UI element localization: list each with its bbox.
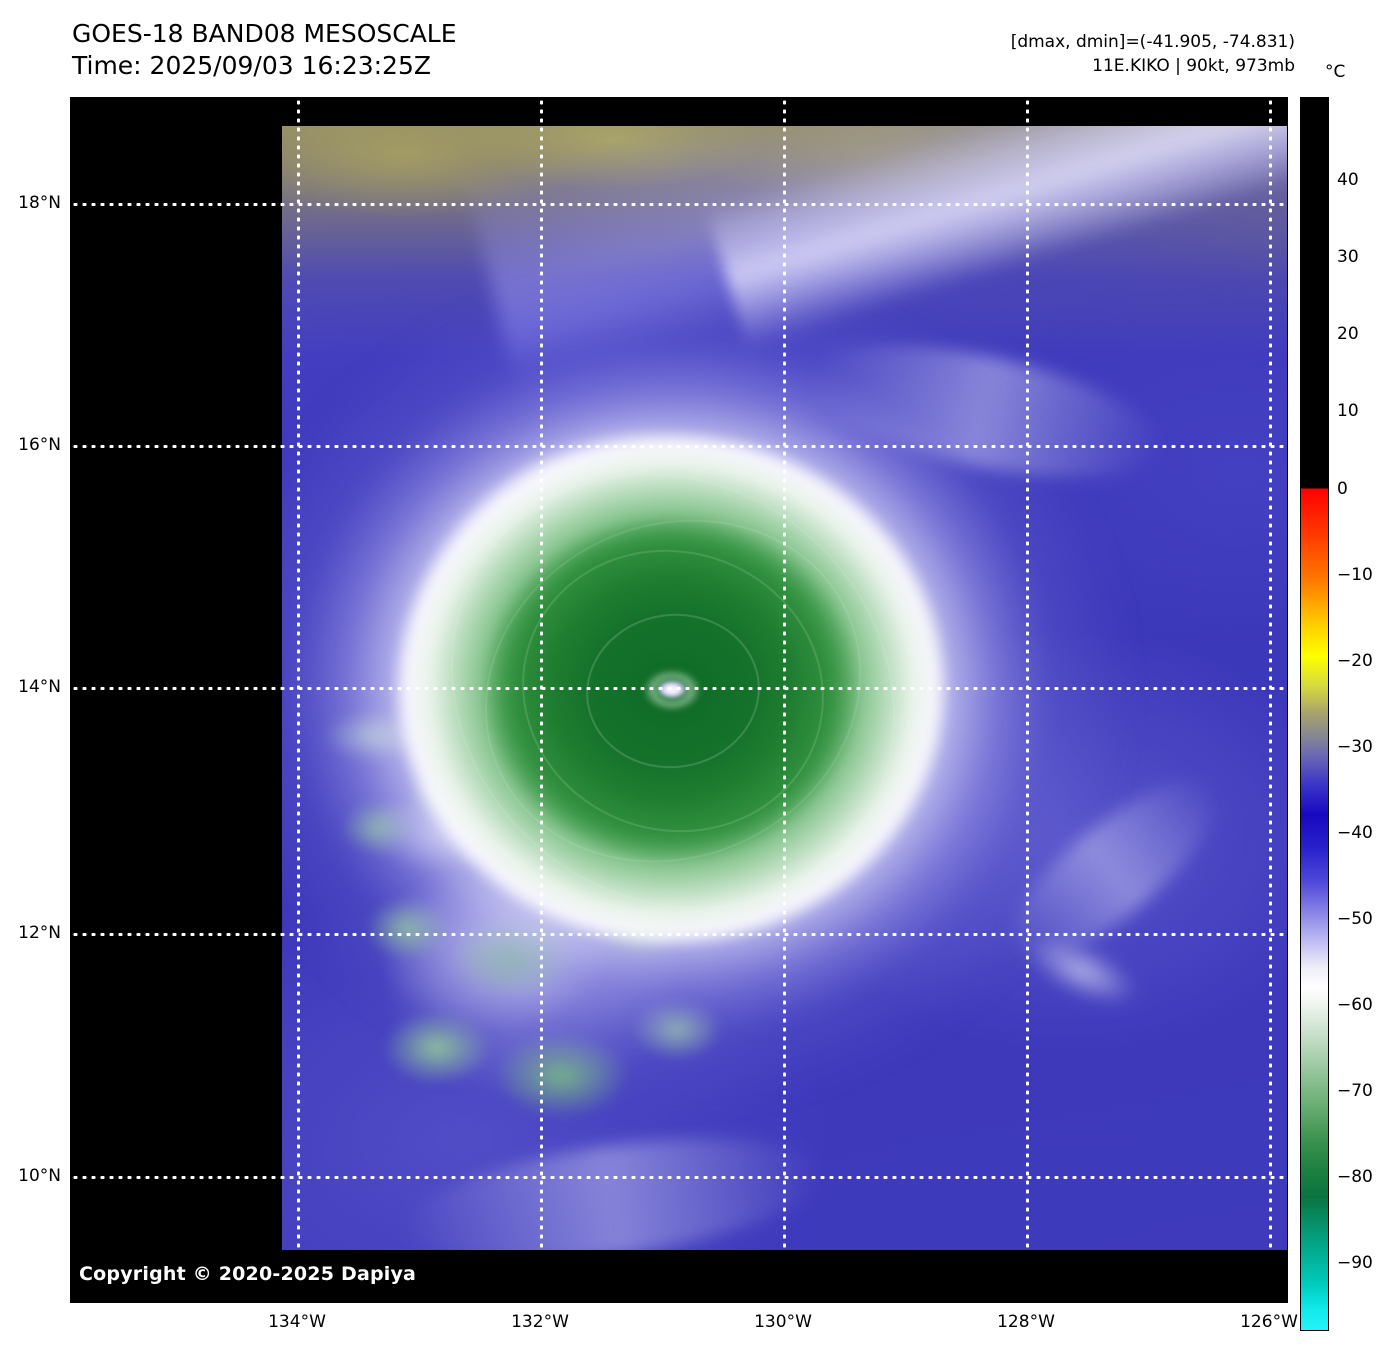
- gridline-lat-16: [71, 445, 1287, 448]
- gridline-lon-130: [783, 98, 786, 1302]
- lon-tick-134: 134°W: [268, 1312, 326, 1332]
- lat-tick-10: 10°N: [18, 1166, 61, 1186]
- gridline-lat-12: [71, 933, 1287, 936]
- timestamp-line: Time: 2025/09/03 16:23:25Z: [72, 51, 431, 80]
- cbar-tick-m30: −30: [1337, 737, 1373, 757]
- colorbar-unit-label: °C: [1325, 62, 1346, 82]
- cbar-tick-10: 10: [1337, 401, 1359, 421]
- cbar-tick-m60: −60: [1337, 995, 1373, 1015]
- gridline-lon-134: [297, 98, 300, 1302]
- map-panel: Copyright © 2020-2025 Dapiya: [70, 97, 1288, 1303]
- colorbar: [1300, 97, 1329, 1331]
- cbar-tick-m50: −50: [1337, 909, 1373, 929]
- lon-tick-128: 128°W: [997, 1312, 1055, 1332]
- gridline-lat-18: [71, 203, 1287, 206]
- lat-tick-16: 16°N: [18, 435, 61, 455]
- lon-tick-126: 126°W: [1240, 1312, 1298, 1332]
- lon-tick-132: 132°W: [511, 1312, 569, 1332]
- gridline-lon-132: [540, 98, 543, 1302]
- copyright-bar: Copyright © 2020-2025 Dapiya: [71, 1250, 1287, 1302]
- copyright-text: Copyright © 2020-2025 Dapiya: [79, 1263, 417, 1285]
- data-minmax-label: [dmax, dmin]=(-41.905, -74.831): [1010, 32, 1295, 52]
- lat-tick-18: 18°N: [18, 193, 61, 213]
- gridline-lat-10: [71, 1176, 1287, 1179]
- cbar-tick-m70: −70: [1337, 1081, 1373, 1101]
- gridline-lon-126: [1269, 98, 1272, 1302]
- metadata-block: [dmax, dmin]=(-41.905, -74.831) 11E.KIKO…: [1011, 30, 1295, 78]
- lat-tick-12: 12°N: [18, 923, 61, 943]
- cbar-tick-m80: −80: [1337, 1167, 1373, 1187]
- cbar-tick-m20: −20: [1337, 651, 1373, 671]
- cbar-tick-m40: −40: [1337, 823, 1373, 843]
- cbar-tick-m90: −90: [1337, 1253, 1373, 1273]
- page-title: GOES-18 BAND08 MESOSCALE: [72, 19, 457, 48]
- gridline-lat-14: [71, 687, 1287, 690]
- lon-tick-130: 130°W: [754, 1312, 812, 1332]
- storm-info-label: 11E.KIKO | 90kt, 973mb: [1092, 56, 1295, 76]
- cbar-tick-30: 30: [1337, 247, 1359, 267]
- cbar-tick-40: 40: [1337, 170, 1359, 190]
- lat-tick-14: 14°N: [18, 677, 61, 697]
- gridline-lon-128: [1026, 98, 1029, 1302]
- title-block: GOES-18 BAND08 MESOSCALE Time: 2025/09/0…: [72, 18, 457, 82]
- cbar-tick-m10: −10: [1337, 565, 1373, 585]
- cbar-tick-0: 0: [1337, 479, 1348, 499]
- cbar-tick-20: 20: [1337, 324, 1359, 344]
